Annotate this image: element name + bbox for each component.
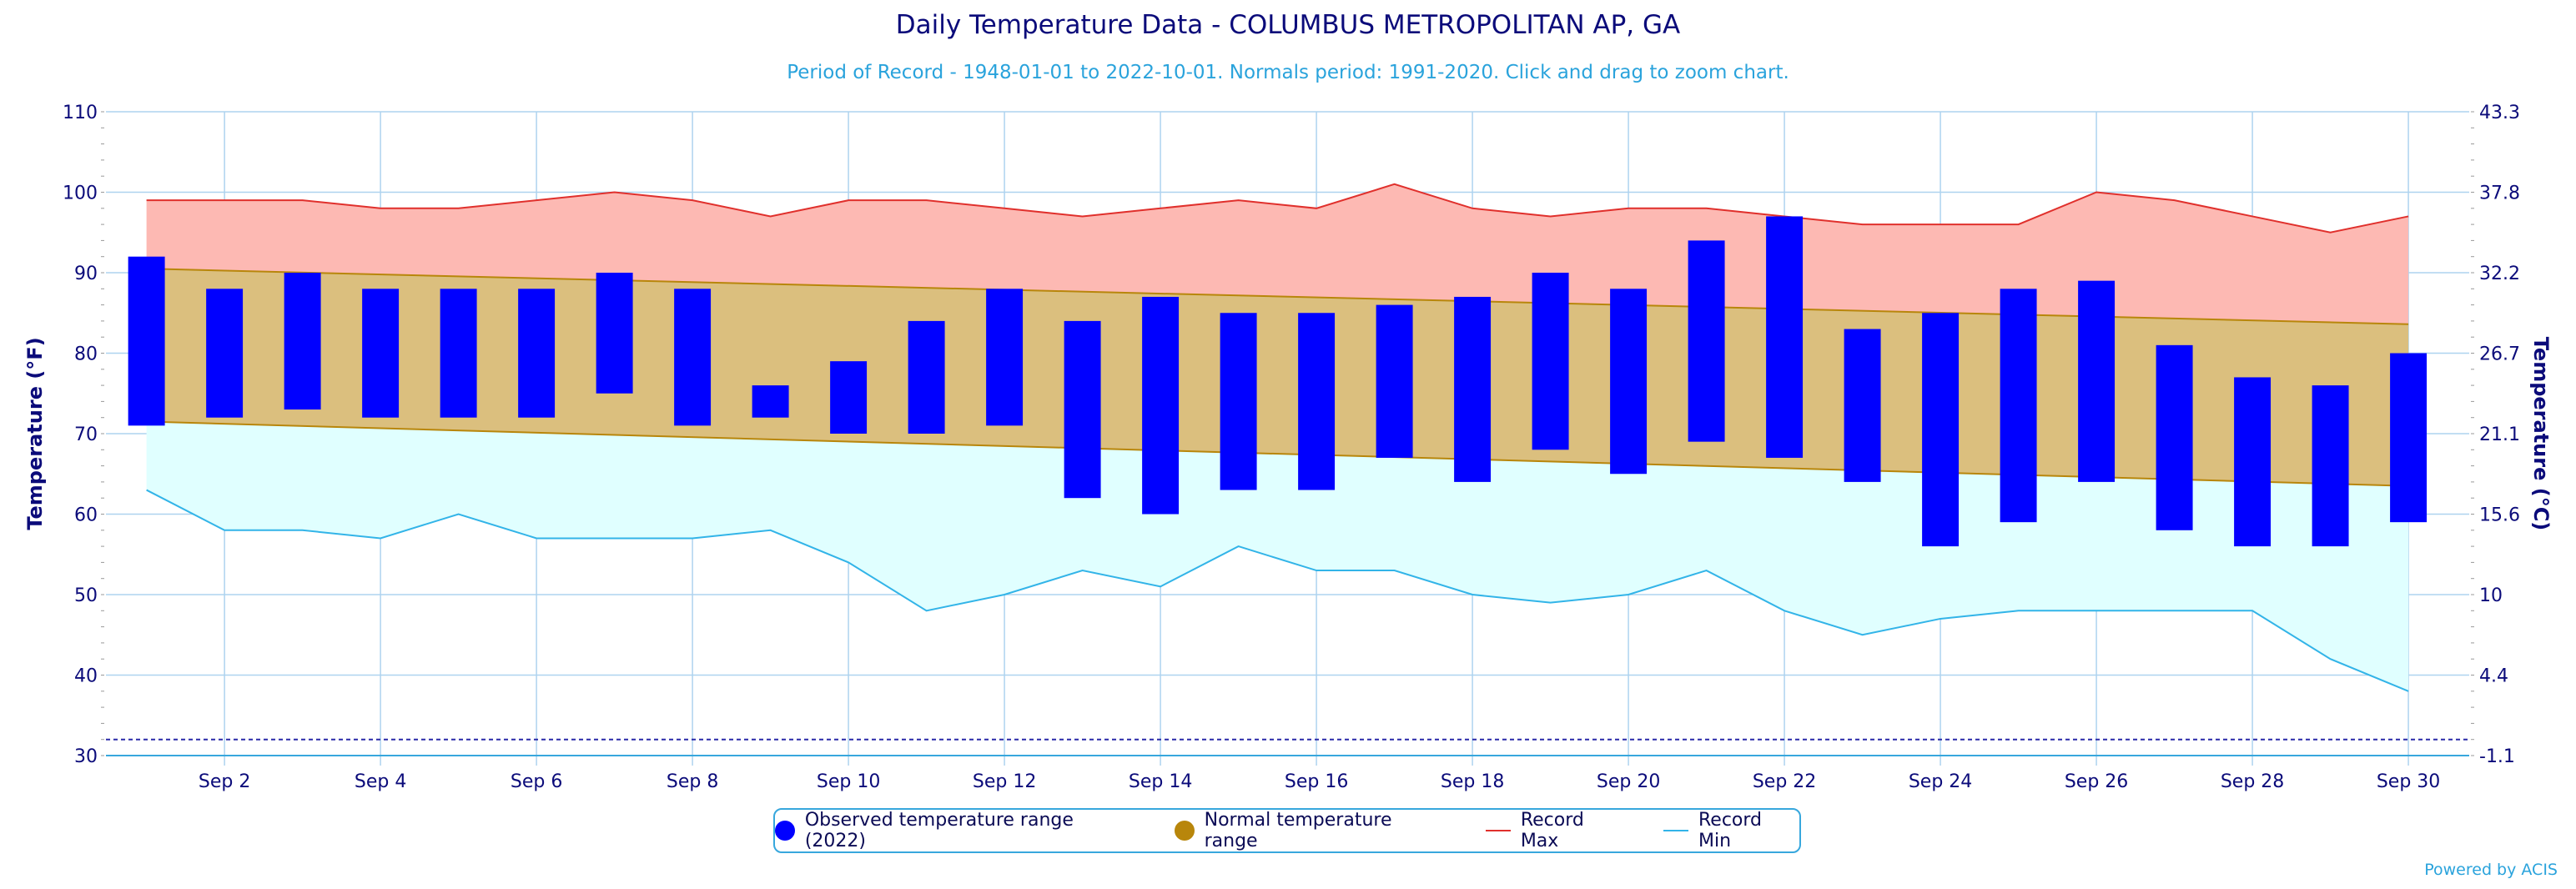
y2-tick-label: 15.6 (2479, 505, 2520, 526)
y-tick-label: 90 (74, 264, 98, 284)
legend-item-normal[interactable]: Normal temperature range (1174, 810, 1449, 851)
observed-range-bar (284, 273, 321, 410)
observed-range-bar (206, 289, 244, 418)
observed-range-bar (2000, 289, 2037, 523)
y-tick-label: 40 (74, 666, 98, 687)
legend-label: Record Min (1698, 810, 1762, 851)
record-max-line-icon (1486, 830, 1511, 831)
x-tick-label: Sep 26 (2065, 771, 2128, 792)
observed-marker-icon (775, 821, 795, 841)
observed-range-bar (362, 289, 400, 418)
x-tick-label: Sep 14 (1129, 771, 1192, 792)
observed-range-bar (518, 289, 556, 418)
observed-range-bar (908, 320, 945, 434)
x-tick-label: Sep 10 (817, 771, 880, 792)
observed-range-bar (128, 256, 165, 426)
observed-range-bar (1376, 304, 1413, 458)
observed-bars (128, 216, 2428, 547)
y2-tick-label: 26.7 (2479, 344, 2520, 365)
observed-range-bar (2156, 344, 2193, 530)
record-min-band (146, 421, 2409, 691)
observed-range-bar (1532, 273, 1569, 450)
record-max-line (146, 183, 2409, 234)
observed-range-bar (1844, 329, 1881, 482)
observed-range-bar (1922, 313, 1960, 547)
normal-marker-icon (1174, 821, 1195, 841)
legend: Observed temperature range (2022) Normal… (773, 808, 1801, 853)
y-tick-label: 80 (74, 344, 98, 365)
legend-item-record-min[interactable]: Record Min (1663, 810, 1799, 851)
x-tick-label: Sep 18 (1441, 771, 1504, 792)
legend-item-observed[interactable]: Observed temperature range (2022) (775, 810, 1138, 851)
record-lines (146, 183, 2409, 692)
x-tick-label: Sep 22 (1753, 771, 1816, 792)
legend-label: Observed temperature range (2022) (804, 810, 1074, 851)
y-tick-label: 110 (63, 103, 98, 123)
observed-range-bar (596, 273, 633, 394)
credit-link[interactable]: Powered by ACIS (2424, 861, 2558, 879)
y2-tick-label: 21.1 (2479, 424, 2520, 445)
x-tick-label: Sep 24 (1909, 771, 1972, 792)
y2-tick-label: -1.1 (2479, 746, 2515, 767)
x-tick-label: Sep 6 (511, 771, 562, 792)
y-axis-title: Temperature (°F) (23, 337, 47, 530)
y2-axis-title: Temperature (°C) (2529, 337, 2553, 531)
normal-range-area (146, 269, 2409, 486)
observed-range-bar (1610, 289, 1648, 475)
observed-range-bar (2234, 377, 2272, 547)
observed-range-bar (1454, 296, 1492, 482)
y-tick-label: 70 (74, 424, 98, 445)
x-tick-label: Sep 30 (2377, 771, 2440, 792)
x-tick-label: Sep 20 (1597, 771, 1660, 792)
y2-tick-label: 32.2 (2479, 264, 2520, 284)
range-areas (146, 183, 2409, 691)
y2-tick-label: 43.3 (2479, 103, 2520, 123)
observed-range-bar (1766, 216, 1804, 458)
record-min-line-icon (1663, 830, 1688, 831)
chart-title: Daily Temperature Data - COLUMBUS METROP… (895, 10, 1681, 40)
axes: 30 -1.1 40 4.4 50 10 60 15.6 70 21.1 80 26.7 90 32.2 1… (23, 103, 2553, 792)
y2-tick-label: 4.4 (2479, 666, 2508, 687)
observed-range-bar (1142, 296, 1180, 515)
y-tick-label: 50 (74, 585, 98, 606)
observed-range-bar (830, 361, 868, 434)
observed-range-bar (1688, 240, 1725, 442)
observed-range-bar (1298, 313, 1336, 490)
observed-range-bar (2312, 385, 2349, 547)
record-max-band (146, 183, 2409, 324)
y2-tick-label: 10 (2479, 585, 2503, 606)
observed-range-bar (752, 385, 789, 418)
x-tick-label: Sep 16 (1285, 771, 1348, 792)
y-tick-label: 30 (74, 746, 98, 767)
record-min-line (146, 489, 2409, 692)
y-tick-label: 60 (74, 505, 98, 526)
x-tick-label: Sep 28 (2221, 771, 2284, 792)
observed-range-bar (2390, 353, 2428, 523)
observed-range-bar (1220, 313, 1257, 490)
x-tick-label: Sep 12 (973, 771, 1036, 792)
chart-subtitle: Period of Record - 1948-01-01 to 2022-10… (787, 62, 1789, 83)
observed-range-bar (674, 289, 712, 426)
observed-range-bar (2078, 280, 2116, 482)
x-tick-label: Sep 4 (355, 771, 406, 792)
legend-label: Normal temperature range (1204, 810, 1392, 851)
y2-tick-label: 37.8 (2479, 183, 2520, 204)
legend-item-record-max[interactable]: Record Max (1486, 810, 1627, 851)
legend-label: Record Max (1520, 810, 1584, 851)
x-tick-label: Sep 2 (199, 771, 250, 792)
x-tick-label: Sep 8 (667, 771, 718, 792)
y-tick-label: 100 (63, 183, 98, 204)
observed-range-bar (1064, 320, 1101, 499)
observed-range-bar (986, 289, 1024, 426)
observed-range-bar (440, 289, 477, 418)
